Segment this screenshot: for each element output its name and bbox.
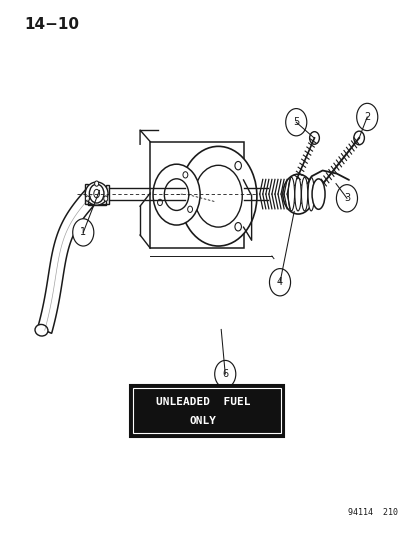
Bar <box>130 384 283 437</box>
Circle shape <box>356 103 377 131</box>
Circle shape <box>187 206 192 213</box>
Circle shape <box>285 109 306 136</box>
Ellipse shape <box>294 177 300 211</box>
Circle shape <box>179 147 256 246</box>
Circle shape <box>73 219 94 246</box>
Text: 2: 2 <box>363 112 370 122</box>
Circle shape <box>269 269 290 296</box>
Circle shape <box>95 181 98 186</box>
Bar <box>133 388 280 433</box>
Circle shape <box>309 132 318 144</box>
Text: 14−10: 14−10 <box>24 17 79 33</box>
Polygon shape <box>85 183 109 205</box>
Circle shape <box>214 360 235 387</box>
Ellipse shape <box>301 177 307 211</box>
Circle shape <box>282 174 313 214</box>
Text: 3: 3 <box>343 193 349 203</box>
Ellipse shape <box>85 182 108 205</box>
Ellipse shape <box>287 177 294 211</box>
Polygon shape <box>38 189 96 333</box>
Circle shape <box>153 164 199 225</box>
Text: 94114  210: 94114 210 <box>347 508 397 518</box>
Circle shape <box>157 199 162 206</box>
Circle shape <box>353 131 363 145</box>
Text: 6: 6 <box>222 369 228 379</box>
Circle shape <box>85 196 89 201</box>
Circle shape <box>185 203 191 211</box>
Circle shape <box>183 172 188 178</box>
Text: ONLY: ONLY <box>189 416 216 426</box>
Circle shape <box>234 223 241 231</box>
Circle shape <box>336 184 357 212</box>
Text: 1: 1 <box>80 228 86 237</box>
Bar <box>150 142 243 248</box>
Ellipse shape <box>35 325 48 336</box>
Circle shape <box>104 196 107 201</box>
Ellipse shape <box>307 177 313 211</box>
Ellipse shape <box>311 179 324 209</box>
Text: UNLEADED  FUEL: UNLEADED FUEL <box>155 397 249 407</box>
Text: 4: 4 <box>276 277 282 287</box>
Circle shape <box>234 161 241 170</box>
Text: 5: 5 <box>292 117 299 127</box>
